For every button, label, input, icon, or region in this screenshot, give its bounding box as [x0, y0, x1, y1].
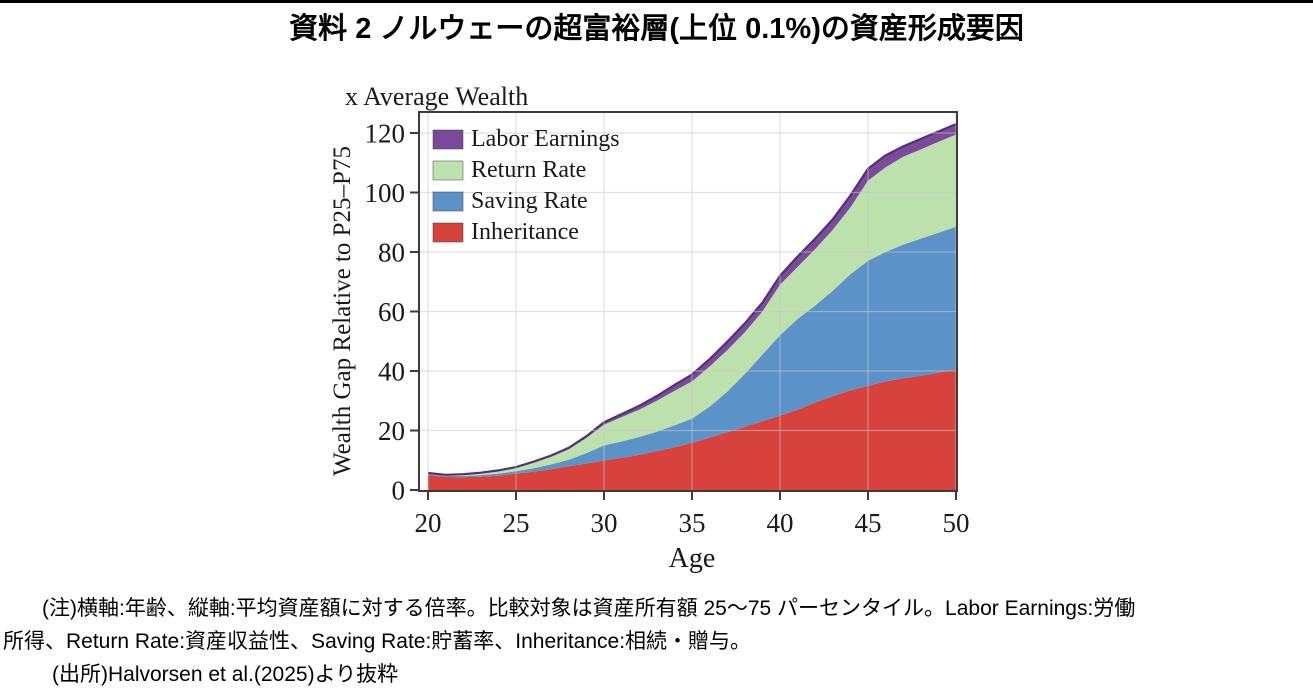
figure-title: 資料 2 ノルウェーの超富裕層(上位 0.1%)の資産形成要因 — [289, 13, 1024, 45]
stacked-area-chart: 0 20 40 60 80 100 120 20 25 30 35 40 45 50 Age Wealth G… — [330, 80, 1020, 585]
gridlines — [419, 112, 957, 491]
y-tick-label: 80 — [378, 237, 405, 267]
note-line-2: 所得、Return Rate:資産収益性、Saving Rate:貯蓄率、Inh… — [3, 630, 752, 653]
x-tick-label: 25 — [503, 508, 530, 538]
chart-canvas: 0 20 40 60 80 100 120 20 25 30 35 40 45 50 Age Wealth G… — [330, 82, 970, 574]
plot-frame — [418, 111, 958, 492]
area-inheritance — [428, 369, 956, 490]
source-line: (出所)Halvorsen et al.(2025)より抜粋 — [52, 663, 399, 686]
x-tick-label: 45 — [855, 508, 882, 538]
y-tick-label: 20 — [378, 416, 405, 446]
legend-label: Return Rate — [471, 157, 586, 183]
x-tick-label: 40 — [767, 508, 794, 538]
y-tick-label: 0 — [392, 475, 406, 505]
legend-label: Saving Rate — [471, 188, 588, 214]
figure-notes: (注)横軸:年齢、縦軸:平均資産額に対する倍率。比較対象は資産所有額 25〜75… — [0, 592, 1313, 691]
legend: Labor Earnings Return Rate Saving Rate Inhe… — [432, 126, 620, 245]
legend-label: Labor Earnings — [471, 126, 620, 152]
legend-swatch-saving-rate — [432, 191, 464, 212]
x-tick-label: 50 — [943, 508, 970, 538]
x-tick-label: 30 — [591, 508, 618, 538]
note-line-1: (注)横軸:年齢、縦軸:平均資産額に対する倍率。比較対象は資産所有額 25〜75… — [42, 597, 1136, 620]
y-tick-label: 120 — [365, 118, 406, 148]
top-divider — [0, 0, 1313, 3]
y-axis-title: Wealth Gap Relative to P25–P75 — [330, 146, 356, 476]
axes: 0 20 40 60 80 100 120 20 25 30 35 40 45 50 Age Wealth G… — [330, 82, 970, 574]
legend-swatch-return-rate — [432, 160, 464, 181]
y-tick-label: 40 — [378, 356, 405, 386]
x-axis-title: Age — [669, 543, 716, 574]
y-tick-label: 60 — [378, 297, 405, 327]
legend-label: Inheritance — [471, 219, 579, 245]
x-tick-label: 20 — [415, 508, 442, 538]
legend-swatch-inheritance — [432, 222, 464, 243]
legend-swatch-labor-earnings — [432, 129, 464, 150]
chart-unit-caption: x Average Wealth — [345, 82, 528, 111]
y-tick-label: 100 — [365, 178, 406, 208]
x-tick-label: 35 — [679, 508, 706, 538]
